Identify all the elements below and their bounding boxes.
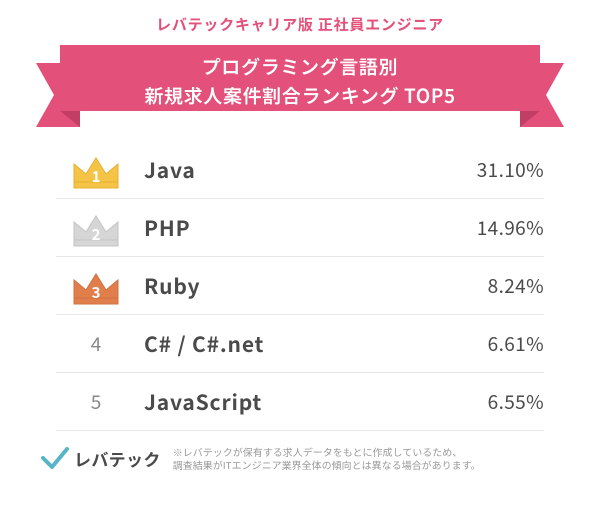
rank-cell: 2 — [56, 208, 136, 248]
ribbon-line2: 新規求人案件割合ランキング TOP5 — [36, 82, 564, 111]
rank-number: 5 — [91, 388, 102, 415]
rank-number: 4 — [91, 330, 102, 357]
table-row: 1 Java31.10% — [56, 141, 544, 199]
rank-number: 2 — [92, 224, 101, 245]
percent-value: 8.24% — [416, 272, 544, 299]
percent-value: 6.61% — [416, 330, 544, 357]
language-name: PHP — [136, 213, 416, 243]
language-name: C# / C#.net — [136, 329, 416, 359]
table-row: 3 Ruby8.24% — [56, 257, 544, 315]
percent-value: 31.10% — [416, 156, 544, 183]
percent-value: 6.55% — [416, 388, 544, 415]
ranking-table: 1 Java31.10% 2 PHP14.96% 3 Ruby8.24% 4 C# … — [56, 141, 544, 431]
footer: レバテック ※レバテックが保有する求人データをもとに作成しているため、 調査結果… — [36, 443, 564, 473]
percent-value: 14.96% — [416, 214, 544, 241]
language-name: Ruby — [136, 271, 416, 301]
table-row: 4 C# / C#.net6.61% — [56, 315, 544, 373]
footnote-line2: 調査結果がITエンジニア業界全体の傾向とは異なる場合があります。 — [173, 458, 481, 472]
footnote-line1: ※レバテックが保有する求人データをもとに作成しているため、 — [173, 445, 481, 459]
ribbon-line1: プログラミング言語別 — [36, 53, 564, 82]
language-name: JavaScript — [136, 387, 416, 417]
surtitle: レバテックキャリア版 正社員エンジニア — [36, 14, 564, 35]
crown-icon: 3 — [68, 266, 124, 306]
crown-icon: 2 — [68, 208, 124, 248]
brand-logo: レバテック — [40, 443, 161, 473]
rank-number: 3 — [92, 282, 101, 303]
table-row: 2 PHP14.96% — [56, 199, 544, 257]
ribbon-text: プログラミング言語別 新規求人案件割合ランキング TOP5 — [36, 53, 564, 110]
check-icon — [40, 443, 70, 473]
rank-number: 1 — [92, 166, 101, 187]
crown-icon: 1 — [68, 150, 124, 190]
table-row: 5 JavaScript6.55% — [56, 373, 544, 431]
brand-logo-text: レバテック — [74, 446, 161, 471]
title-ribbon: プログラミング言語別 新規求人案件割合ランキング TOP5 — [36, 45, 564, 127]
rank-cell: 4 — [56, 330, 136, 357]
rank-cell: 1 — [56, 150, 136, 190]
ranking-card: レバテックキャリア版 正社員エンジニア プログラミング言語別 新規求人案件割合ラ… — [0, 0, 600, 516]
footnote: ※レバテックが保有する求人データをもとに作成しているため、 調査結果がITエンジ… — [173, 445, 481, 472]
rank-cell: 5 — [56, 388, 136, 415]
language-name: Java — [136, 155, 416, 185]
rank-cell: 3 — [56, 266, 136, 306]
